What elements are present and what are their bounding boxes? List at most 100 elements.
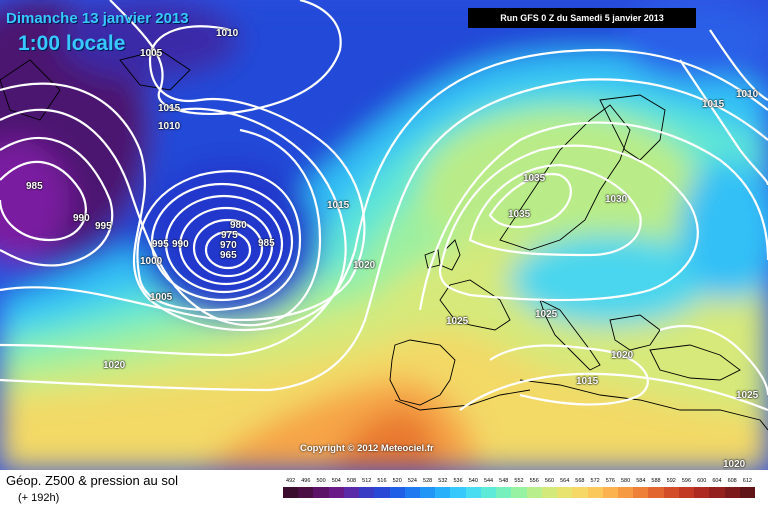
isobar-label: 1035 (523, 173, 546, 184)
isobar-label: 1020 (353, 260, 376, 271)
scale-label: 572 (590, 478, 600, 484)
scale-swatch (480, 487, 497, 498)
scale-swatch (435, 487, 451, 498)
isobar-label: 985 (26, 181, 43, 192)
isobar-1015-ne (679, 59, 768, 186)
isobar-label: 1005 (150, 292, 173, 303)
scale-swatch (283, 487, 299, 498)
isobar-1030 (468, 163, 642, 257)
scale-label: 592 (666, 478, 676, 484)
isobar-1025 (438, 144, 699, 302)
scale-label: 528 (423, 478, 433, 484)
isobar-985-west (0, 160, 87, 242)
isobar-label: 1020 (103, 360, 126, 371)
scale-label: 496 (301, 478, 311, 484)
scale-label: 544 (483, 478, 494, 484)
isobar-1015-south (489, 344, 649, 406)
z500-field (0, 0, 768, 470)
isobar-label: 1030 (605, 194, 628, 205)
forecast-time-title: 1:00 locale (18, 32, 126, 55)
isobar-1035 (488, 172, 572, 229)
scale-swatch (450, 487, 467, 498)
legend-panel: Géop. Z500 & pression au sol (+ 192h) 49… (0, 470, 768, 512)
isobar-label: 1010 (736, 89, 759, 100)
isobar-1005 (0, 25, 366, 322)
isobar-label: 1010 (158, 121, 181, 132)
scale-label: 600 (697, 478, 707, 484)
isobar-1025-east (659, 325, 768, 396)
scale-label: 568 (575, 478, 585, 484)
scale-label: 500 (316, 478, 326, 484)
isobar-965 (204, 230, 252, 270)
isobar-label: 1020 (611, 350, 634, 361)
isobar-label: 1015 (576, 376, 599, 387)
scale-label: 604 (712, 478, 722, 484)
isobar-1010-ne (709, 29, 768, 101)
map-canvas (0, 0, 768, 470)
isobar-label: 1010 (216, 28, 239, 39)
isobar-label: 985 (258, 238, 275, 249)
scale-swatch (709, 487, 726, 498)
isobar-985 (150, 182, 294, 302)
scale-swatch (648, 487, 665, 498)
isobar-970 (192, 218, 264, 278)
scale-label: 512 (362, 478, 372, 484)
isobar-975 (178, 206, 274, 286)
scale-label: 576 (605, 478, 615, 484)
scale-swatch (389, 487, 406, 498)
scale-label: 532 (438, 478, 448, 484)
scale-swatch (374, 487, 391, 498)
isobar-label: 980 (230, 220, 247, 231)
scale-swatch (328, 487, 345, 498)
scale-label: 560 (544, 478, 555, 484)
isobar-1020-south (459, 372, 768, 412)
scale-label: 508 (346, 478, 357, 484)
isobar-990-west (0, 137, 114, 267)
scale-swatch (617, 487, 634, 498)
scale-swatch (496, 487, 512, 498)
scale-label: 524 (407, 478, 417, 484)
isobar-990 (136, 170, 302, 312)
scale-label: 596 (681, 478, 692, 484)
isobar-label: 1025 (736, 390, 759, 401)
isobar-label: 1015 (158, 103, 181, 114)
model-run-banner: Run GFS 0 Z du Samedi 5 janvier 2013 (468, 8, 696, 28)
scale-swatch (511, 487, 528, 498)
isobar-label: 1035 (508, 209, 531, 220)
isobar-1000 (0, 82, 347, 331)
isobar-1020 (0, 78, 768, 392)
isobar-label: 975 (221, 230, 238, 241)
scale-label: 540 (468, 478, 478, 484)
isobar-label: 1025 (535, 309, 558, 320)
scale-label: 516 (377, 478, 387, 484)
scale-swatch (298, 487, 314, 498)
isobar-label: 1020 (723, 459, 746, 470)
isobar-1015 (0, 48, 768, 357)
isobar-label: 1000 (140, 256, 163, 267)
scale-label: 588 (651, 478, 661, 484)
isobar-label: 1015 (327, 200, 350, 211)
legend-title: Géop. Z500 & pression au sol (6, 473, 178, 488)
scale-swatch (694, 487, 710, 498)
scale-label: 580 (620, 478, 631, 484)
scale-swatch (724, 487, 741, 498)
scale-swatch (678, 487, 695, 498)
scale-swatch (541, 487, 558, 498)
scale-label: 564 (560, 478, 570, 484)
scale-label: 608 (727, 478, 737, 484)
isobar-label: 995 (95, 221, 112, 232)
color-scale: 492 496 500 504 508 512 516 520 524 528 532 536 540 5… (283, 478, 756, 506)
geopotential-map: 1010 1005 1015 1010 985 990 995 995 990 … (0, 0, 768, 470)
scale-label: 556 (529, 478, 539, 484)
copyright-notice: Copyright © 2012 Meteociel.fr (300, 443, 434, 454)
isobar-label: 995 (152, 239, 169, 250)
scale-label: 584 (636, 478, 646, 484)
scale-swatch (739, 487, 756, 498)
isobar-label: 965 (220, 250, 237, 261)
scale-label: 552 (514, 478, 524, 484)
forecast-date-title: Dimanche 13 janvier 2013 (6, 10, 189, 27)
scale-swatch (420, 487, 436, 498)
isobar-980 (164, 194, 284, 294)
scale-swatch (572, 487, 588, 498)
